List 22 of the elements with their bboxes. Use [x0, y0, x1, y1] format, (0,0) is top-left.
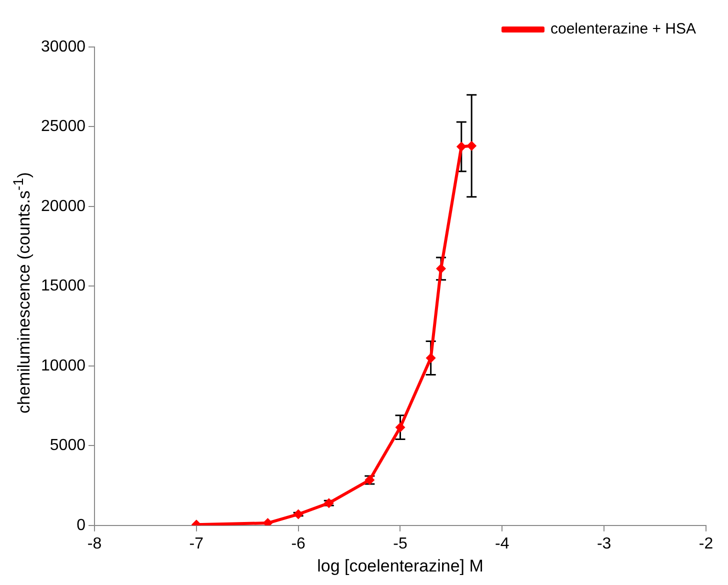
point — [395, 422, 406, 432]
y-tick-label: 10000 — [40, 357, 86, 374]
point — [456, 142, 466, 152]
x-tick-label: -2 — [698, 535, 714, 552]
x-axis-title: log [coelenterazine] M — [317, 556, 484, 576]
x-tick-label: -8 — [87, 535, 102, 552]
legend-label: coelenterazine + HSA — [550, 20, 696, 38]
point — [436, 264, 446, 274]
y-tick-label: 20000 — [40, 198, 86, 215]
y-tick-label: 0 — [76, 516, 86, 534]
y-tick-label: 5000 — [50, 437, 86, 454]
x-tick-label: -7 — [189, 535, 204, 552]
point — [426, 352, 436, 363]
point — [466, 140, 477, 151]
x-tick-label: -5 — [393, 535, 408, 552]
x-tick-label: -4 — [495, 535, 510, 552]
x-tick-label: -3 — [596, 535, 612, 552]
point — [293, 509, 304, 520]
y-tick-label: 30000 — [40, 38, 86, 56]
y-tick-label: 15000 — [40, 278, 86, 295]
x-tick-label: -6 — [291, 535, 306, 552]
y-tick-label: 25000 — [40, 118, 86, 136]
